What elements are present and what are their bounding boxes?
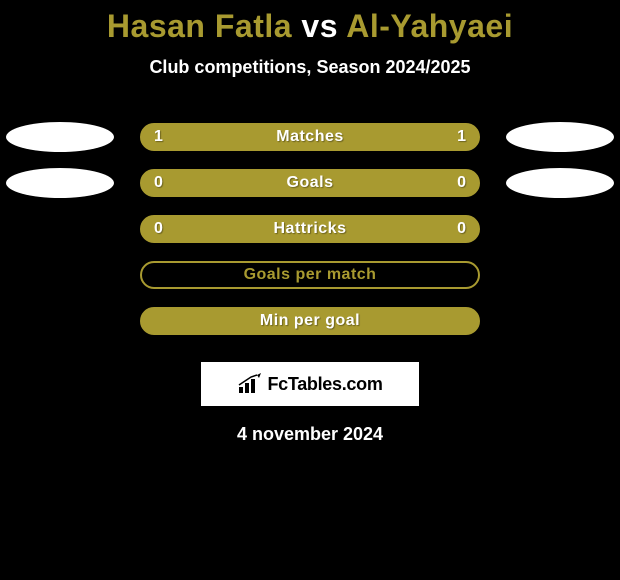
stat-label: Matches	[276, 128, 344, 146]
stat-bar: Goals per match	[140, 261, 480, 289]
stat-row: 0 Hattricks 0	[0, 206, 620, 252]
stat-left-value: 0	[154, 220, 163, 238]
stat-label: Min per goal	[260, 312, 360, 330]
date-text: 4 november 2024	[0, 424, 620, 445]
stat-left-value: 0	[154, 174, 163, 192]
stat-bar: 1 Matches 1	[140, 123, 480, 151]
stat-bar: 0 Hattricks 0	[140, 215, 480, 243]
stat-row: Goals per match	[0, 252, 620, 298]
stat-right-value: 0	[457, 174, 466, 192]
stat-right-value: 1	[457, 128, 466, 146]
stat-right-value: 0	[457, 220, 466, 238]
stat-bar: 0 Goals 0	[140, 169, 480, 197]
stat-row: 1 Matches 1	[0, 114, 620, 160]
stat-label: Goals	[287, 174, 334, 192]
stat-bar: Min per goal	[140, 307, 480, 335]
player2-marker	[506, 122, 614, 152]
comparison-title: Hasan Fatla vs Al-Yahyaei	[0, 0, 620, 45]
stat-label: Goals per match	[244, 266, 377, 284]
source-logo-text: FcTables.com	[267, 374, 382, 395]
vs-word: vs	[301, 8, 338, 44]
player1-marker	[6, 168, 114, 198]
stat-left-value: 1	[154, 128, 163, 146]
player2-name: Al-Yahyaei	[346, 8, 513, 44]
bars-icon	[237, 373, 263, 395]
player2-marker	[506, 168, 614, 198]
player1-marker	[6, 122, 114, 152]
source-logo-box: FcTables.com	[201, 362, 419, 406]
stat-row: Min per goal	[0, 298, 620, 344]
player1-name: Hasan Fatla	[107, 8, 292, 44]
stat-label: Hattricks	[274, 220, 347, 238]
stat-row: 0 Goals 0	[0, 160, 620, 206]
subtitle: Club competitions, Season 2024/2025	[0, 57, 620, 78]
source-logo: FcTables.com	[237, 373, 382, 395]
stat-rows: 1 Matches 1 0 Goals 0 0 Hattricks 0 Goals per mat…	[0, 114, 620, 344]
